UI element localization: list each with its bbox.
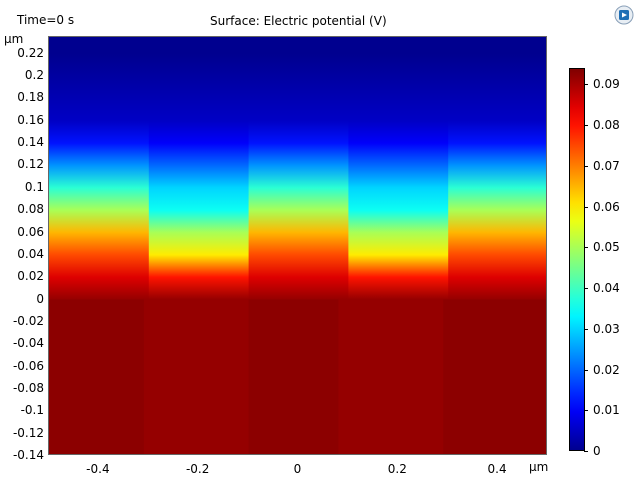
surface-notch-left xyxy=(148,37,249,454)
colorbar-tick-label: 0.08 xyxy=(593,118,620,133)
colorbar-tick-mark xyxy=(584,247,588,249)
y-tick-label: -0.02 xyxy=(12,313,44,328)
colorbar-tick-label: 0 xyxy=(593,444,601,458)
y-tick-label: -0.1 xyxy=(20,403,44,418)
colorbar-tick-label: 0.06 xyxy=(593,199,620,214)
colorbar-tick-mark xyxy=(584,84,588,86)
colorbar-tick-label: 0.03 xyxy=(593,321,620,336)
colorbar-tick-mark xyxy=(584,206,588,208)
x-axis-unit: μm xyxy=(529,460,549,474)
colorbar-tick-mark xyxy=(584,165,588,167)
y-tick-label: -0.12 xyxy=(12,425,44,440)
y-tick-label: 0.16 xyxy=(17,112,44,127)
colorbar-tick-label: 0.02 xyxy=(593,362,620,377)
y-tick-label: 0.08 xyxy=(17,202,44,217)
y-tick-label: 0.1 xyxy=(24,179,44,194)
surface-plot-svg xyxy=(49,37,546,454)
y-tick-label: 0.12 xyxy=(17,157,44,172)
surface-notch-right xyxy=(348,37,449,454)
colorbar-tick-label: 0.01 xyxy=(593,403,620,418)
surface-plot[interactable] xyxy=(48,36,547,455)
colorbar-tick-label: 0.09 xyxy=(593,77,620,92)
colorbar-tick-mark xyxy=(584,369,588,371)
y-tick-label: 0.04 xyxy=(17,246,44,261)
colorbar-tick-label: 0.07 xyxy=(593,158,620,173)
potential-surface xyxy=(49,37,546,454)
colorbar-tick-label: 0.04 xyxy=(593,281,620,296)
y-tick-label: 0.02 xyxy=(17,269,44,284)
substrate-column-2 xyxy=(248,299,339,454)
y-tick-label: 0 xyxy=(36,291,44,306)
colorbar-tick-mark xyxy=(584,451,588,452)
colorbar-tick-mark xyxy=(584,125,588,127)
y-tick-label: 0.14 xyxy=(17,135,44,150)
plot-title: Surface: Electric potential (V) xyxy=(210,14,387,28)
y-tick-label: 0.06 xyxy=(17,224,44,239)
x-tick-label: 0.4 xyxy=(487,462,507,476)
time-label: Time=0 s xyxy=(17,13,75,27)
surface-plateau xyxy=(49,37,546,454)
y-tick-label: 0.18 xyxy=(17,90,44,105)
substrate-column-3 xyxy=(443,299,546,454)
colorbar-tick-mark xyxy=(584,328,588,330)
x-tick-label: 0.2 xyxy=(387,462,407,476)
y-tick-label: 0.2 xyxy=(24,68,44,83)
comsol-logo-icon[interactable] xyxy=(614,5,634,25)
x-tick-label: 0 xyxy=(293,462,302,476)
colorbar-tick-mark xyxy=(584,410,588,412)
colorbar-tick-mark xyxy=(584,288,588,290)
y-tick-label: -0.14 xyxy=(12,448,44,462)
x-tick-label: -0.2 xyxy=(185,462,210,476)
x-tick-label: -0.4 xyxy=(86,462,110,476)
y-tick-label: -0.08 xyxy=(12,380,44,395)
colorbar xyxy=(569,68,585,451)
colorbar-tick-label: 0.05 xyxy=(593,240,620,255)
y-tick-label: -0.06 xyxy=(12,358,44,373)
substrate-column-1 xyxy=(49,299,144,454)
y-tick-label: 0.22 xyxy=(17,45,44,60)
y-tick-label: -0.04 xyxy=(12,336,44,351)
y-axis-unit: μm xyxy=(4,32,24,46)
